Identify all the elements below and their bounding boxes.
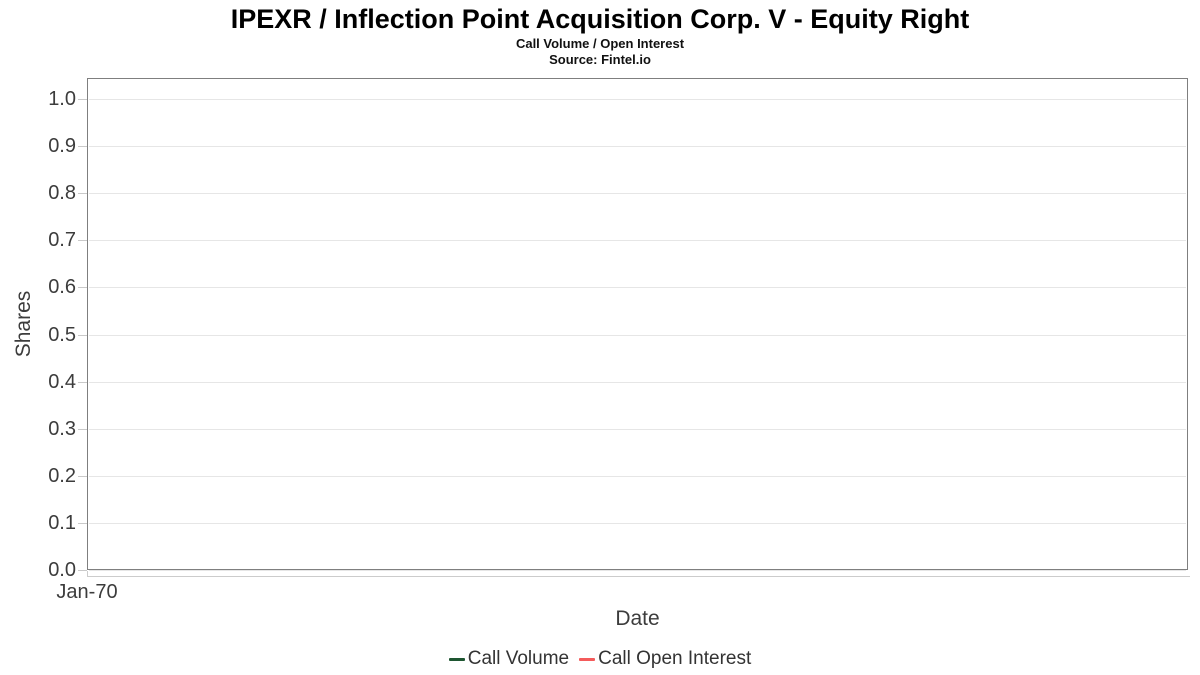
y-tick-label-0.9: 0.9 — [48, 135, 76, 158]
gridline-y-0.2 — [89, 475, 1186, 477]
y-tick-label-1.0: 1.0 — [48, 88, 76, 110]
y-tick-mark-0.1 — [78, 522, 87, 524]
chart-subtitle: Call Volume / Open Interest — [515, 36, 685, 51]
y-tick-label-0.1: 0.1 — [48, 511, 76, 534]
y-tick-label-0.5: 0.5 — [48, 323, 76, 346]
legend: Call Volume Call Open Interest — [0, 646, 1200, 672]
x-axis-title: Date — [615, 607, 660, 630]
y-tick-mark-0.9 — [78, 146, 87, 148]
gridline-y-0.4 — [89, 381, 1186, 383]
y-tick-mark-0.4 — [78, 381, 87, 383]
gridline-y-0.8 — [89, 193, 1186, 195]
chart-source: Source: Fintel.io — [549, 52, 651, 67]
legend-label: Call Open Interest — [598, 648, 752, 669]
legend-label: Call Volume — [467, 648, 570, 669]
gridline-y-0.3 — [89, 428, 1186, 430]
x-tick-label: Jan-70 — [56, 581, 118, 603]
x-tick-mark — [87, 571, 88, 577]
gridline-y-0.5 — [89, 334, 1186, 336]
x-axis-line — [87, 576, 1190, 577]
y-tick-label-0.7: 0.7 — [48, 229, 76, 252]
y-tick-mark-0.6 — [78, 287, 87, 289]
y-tick-mark-0.2 — [78, 475, 87, 477]
y-tick-mark-0.3 — [78, 428, 87, 430]
chart-title: IPEXR / Inflection Point Acquisition Cor… — [230, 4, 970, 34]
y-tick-mark-0.7 — [78, 240, 87, 242]
gridline-y-0.7 — [89, 240, 1186, 242]
y-tick-label-0.8: 0.8 — [48, 182, 76, 205]
legend-line-icon — [579, 657, 596, 661]
y-axis-title: Shares — [12, 290, 35, 358]
gridline-y-0.0 — [89, 570, 1186, 571]
y-tick-label-0.3: 0.3 — [48, 417, 76, 440]
gridline-y-0.1 — [89, 522, 1186, 524]
gridline-y-0.6 — [89, 287, 1186, 289]
plot-area — [87, 78, 1188, 570]
y-tick-mark-0.8 — [78, 193, 87, 195]
y-tick-mark-1.0 — [78, 99, 87, 100]
y-tick-mark-0.5 — [78, 334, 87, 336]
y-tick-label-0.0: 0.0 — [48, 559, 76, 581]
gridline-y-1.0 — [89, 99, 1186, 100]
legend-item-call-open-interest[interactable]: Call Open Interest — [579, 648, 751, 670]
legend-item-call-volume[interactable]: Call Volume — [448, 648, 570, 670]
chart-header: IPEXR / Inflection Point Acquisition Cor… — [0, 0, 1200, 67]
y-tick-mark-0.0 — [78, 570, 87, 571]
legend-line-icon — [448, 657, 465, 661]
y-tick-label-0.2: 0.2 — [48, 464, 76, 487]
y-tick-label-0.6: 0.6 — [48, 276, 76, 299]
gridline-y-0.9 — [89, 146, 1186, 148]
y-tick-label-0.4: 0.4 — [48, 370, 76, 393]
